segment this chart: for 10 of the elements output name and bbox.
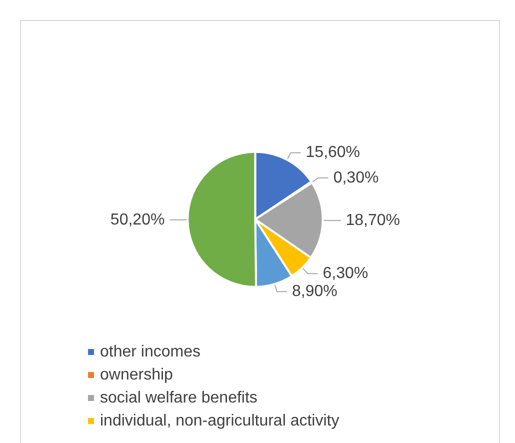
legend-label: social welfare benefits: [100, 390, 258, 406]
data-label: 8,90%: [292, 283, 338, 300]
data-label: 0,30%: [333, 169, 379, 186]
data-label: 50,20%: [110, 211, 165, 228]
data-label: 18,70%: [346, 212, 400, 230]
legend-label: other incomes: [100, 344, 200, 360]
legend-label: ownership: [100, 366, 174, 384]
legend-label: individual, non-agricultural activity: [100, 412, 340, 430]
data-label: 6,30%: [322, 265, 368, 282]
data-label: 15,60%: [306, 144, 360, 162]
